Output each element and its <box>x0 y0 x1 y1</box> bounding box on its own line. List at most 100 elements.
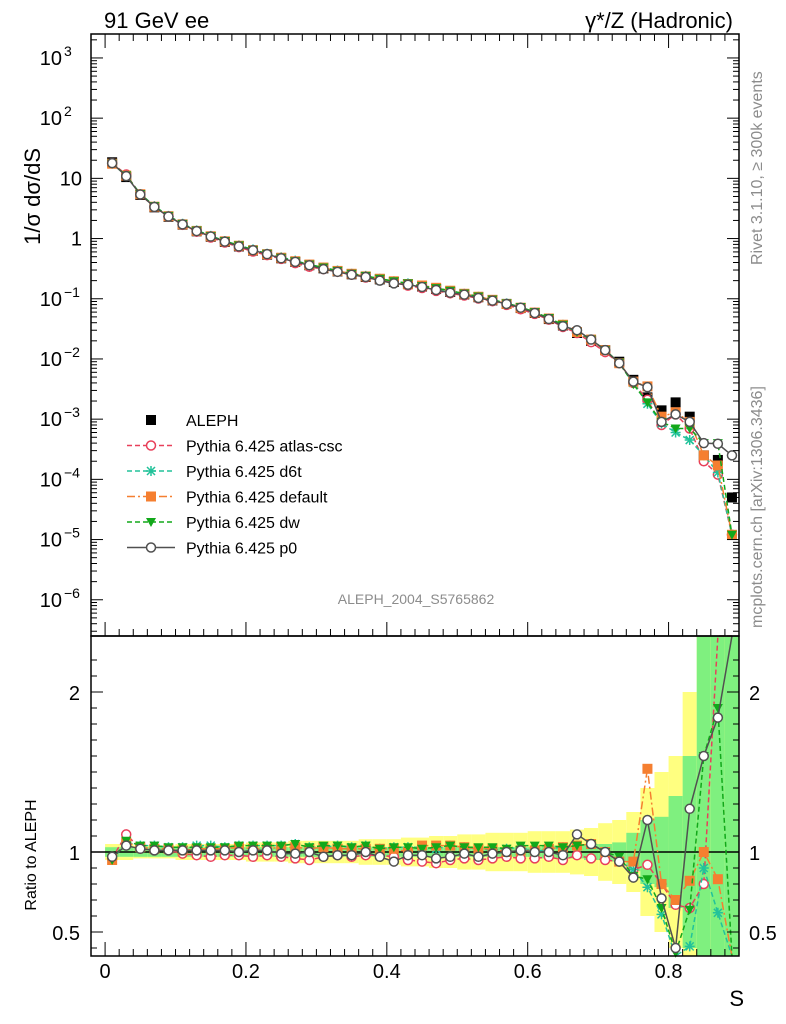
legend-marker <box>146 415 156 425</box>
data-point <box>304 260 315 271</box>
y-tick-exp: −5 <box>64 525 80 541</box>
ratio-point <box>473 843 484 853</box>
data-point <box>684 416 695 428</box>
ratio-point <box>388 843 399 853</box>
ratio-point <box>445 841 456 851</box>
ratio-line <box>111 635 732 909</box>
y-tick-label: 10 <box>40 590 62 612</box>
ratio-point <box>614 856 625 867</box>
data-point <box>191 225 202 237</box>
ratio-tick-label-left: 2 <box>69 683 80 705</box>
ratio-point <box>332 841 343 851</box>
ratio-tick-label-right: 1 <box>749 843 760 865</box>
ratio-line <box>111 635 733 949</box>
ratio-point <box>628 864 639 875</box>
y-tick-exp: −4 <box>64 464 80 480</box>
ratio-point <box>572 841 582 851</box>
legend: ALEPH Pythia 6.425 atlas-csc Pythia 6.425 … <box>127 413 343 558</box>
data-point <box>318 263 329 275</box>
ratio-point <box>374 844 385 854</box>
ratio-point <box>712 712 724 723</box>
data-point <box>402 279 414 290</box>
ratio-point <box>670 895 681 905</box>
main-ylabel: 1/σ dσ/dS <box>20 148 45 245</box>
data-point <box>642 381 653 393</box>
ratio-point <box>529 841 540 851</box>
data-point <box>529 307 540 319</box>
ratio-point <box>275 848 287 859</box>
ratio-point <box>163 845 174 856</box>
ratio-point <box>106 851 118 863</box>
main-plot <box>106 157 738 541</box>
y-tick-exp: −3 <box>64 404 80 420</box>
y-tick-label: 10 <box>60 168 82 190</box>
ratio-point <box>670 942 681 954</box>
legend-marker <box>145 542 157 553</box>
ratio-point <box>712 907 723 918</box>
data-point <box>473 292 484 304</box>
data-point <box>656 416 667 428</box>
ratio-point <box>346 843 357 853</box>
x-tick-label: 0.2 <box>232 961 260 983</box>
ratio-point <box>557 849 569 861</box>
ratio-plot <box>91 635 739 958</box>
ratio-point <box>290 840 301 849</box>
y-tick-exp: −2 <box>64 344 80 360</box>
x-tick-label: 0.6 <box>514 961 542 983</box>
ratio-point <box>543 841 554 851</box>
data-point <box>670 424 681 434</box>
ratio-point <box>642 859 653 871</box>
data-point <box>135 189 146 200</box>
ratio-point <box>529 846 540 858</box>
ratio-point <box>684 905 695 915</box>
ratio-point <box>402 843 413 853</box>
ratio-point <box>276 841 287 851</box>
data-point <box>726 450 738 461</box>
y-tick-label: 10 <box>40 48 62 70</box>
y-tick-exp: 2 <box>64 103 72 119</box>
ratio-point <box>430 853 442 864</box>
ratio-point <box>233 846 245 858</box>
legend-label: Pythia 6.425 p0 <box>186 541 297 558</box>
ratio-point <box>585 838 597 850</box>
data-point <box>670 409 681 420</box>
ratio-point <box>585 853 597 864</box>
ratio-point <box>698 847 709 857</box>
ratio-point <box>304 846 315 858</box>
watermark-label: ALEPH_2004_S5765862 <box>338 591 495 607</box>
ratio-tick-label-right: 0.5 <box>749 923 777 945</box>
ratio-point <box>290 848 301 859</box>
ratio-point <box>261 845 273 856</box>
ratio-point <box>656 909 667 920</box>
ratio-tick-label-right: 2 <box>749 683 760 705</box>
data-point <box>670 397 681 408</box>
y-tick-label: 10 <box>40 469 62 491</box>
ratio-point <box>416 849 428 861</box>
ratio-point <box>149 845 160 856</box>
ratio-tick-label-left: 0.5 <box>52 923 80 945</box>
legend-marker <box>146 466 156 476</box>
ratio-point <box>712 874 723 885</box>
data-point <box>557 320 569 332</box>
legend-marker <box>145 440 157 451</box>
ratio-point <box>360 841 371 851</box>
data-point <box>261 248 273 260</box>
data-point <box>712 460 723 471</box>
series-line <box>111 162 733 456</box>
data-point <box>487 295 498 306</box>
ratio-point <box>417 844 428 854</box>
data-point <box>346 269 357 281</box>
legend-label: Pythia 6.425 atlas-csc <box>186 439 343 456</box>
data-point <box>642 398 653 408</box>
ratio-point <box>487 848 498 859</box>
ratio-point <box>233 841 244 851</box>
header-left-label: 91 GeV ee <box>104 8 209 33</box>
data-point <box>332 266 343 278</box>
y-tick-label: 10 <box>40 530 62 552</box>
data-point <box>712 454 723 465</box>
ratio-ylabel: Ratio to ALEPH <box>23 799 40 910</box>
data-point <box>177 219 188 230</box>
ratio-point <box>698 750 710 762</box>
ratio-point <box>571 829 583 840</box>
